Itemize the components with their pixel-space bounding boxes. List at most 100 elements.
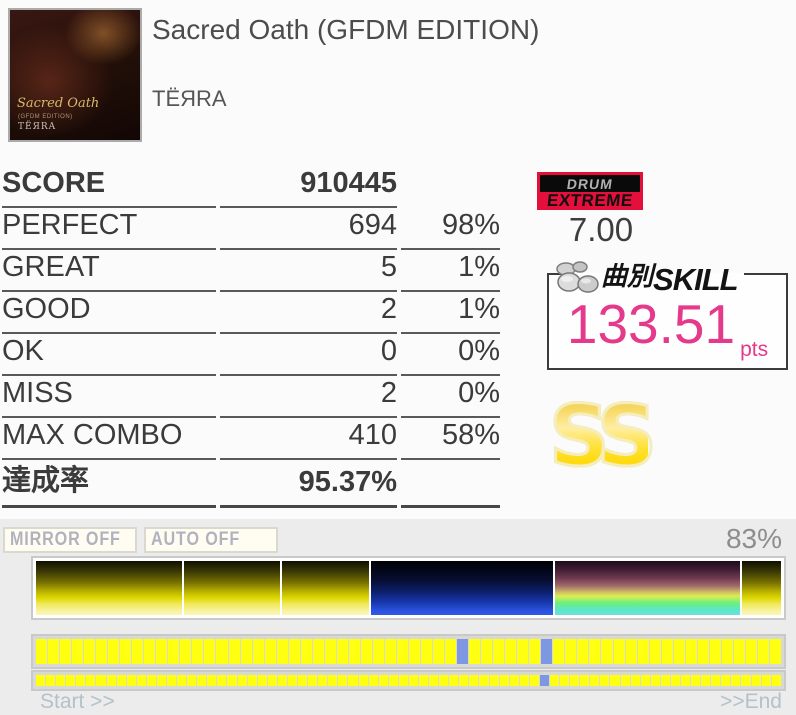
timeline-cell xyxy=(745,639,757,664)
timeline-cell xyxy=(144,639,156,664)
gauge-percent-label: 83% xyxy=(725,523,782,554)
timeline-cell xyxy=(429,675,439,686)
timeline-cell xyxy=(372,639,384,664)
timeline-cell xyxy=(156,675,167,686)
album-art-title: Sacred Oath xyxy=(17,96,100,111)
timeline-cell xyxy=(116,675,126,686)
timeline-cell xyxy=(86,675,96,686)
result-label: GOOD xyxy=(2,292,216,334)
timeline-cell xyxy=(691,675,701,686)
timeline-note-highlight xyxy=(539,675,549,686)
timeline-cell xyxy=(36,675,46,686)
timeline-cell xyxy=(358,675,368,686)
result-value: 5 xyxy=(220,250,397,292)
mirror-toggle[interactable]: MIRROR OFF xyxy=(3,527,137,553)
result-value: 410 xyxy=(220,418,397,460)
timeline-start-label: Start >> xyxy=(40,690,115,713)
timeline-cell xyxy=(237,675,247,686)
timeline-cell xyxy=(257,675,267,686)
result-value: 910445 xyxy=(220,166,397,208)
timeline-cell xyxy=(681,675,691,686)
timeline-cell xyxy=(701,675,711,686)
skill-label-jp: 曲別 xyxy=(601,261,654,291)
timeline-cell xyxy=(620,675,630,686)
timeline-cell xyxy=(60,639,72,664)
timeline-cell xyxy=(227,675,237,686)
result-percent: 0% xyxy=(401,376,500,418)
timeline-cell xyxy=(348,639,360,664)
timeline-cell xyxy=(287,675,298,686)
timeline-cell xyxy=(529,675,539,686)
timeline-cell xyxy=(192,639,204,664)
timeline-row-bottom xyxy=(31,670,786,691)
timeline-cell xyxy=(187,675,197,686)
result-value: 2 xyxy=(220,292,397,334)
timeline-cell xyxy=(228,639,240,664)
timeline-cell xyxy=(126,675,136,686)
difficulty-badge-top: DRUM xyxy=(540,175,640,192)
timeline-cell xyxy=(264,639,276,664)
timeline-cell xyxy=(288,639,300,664)
timeline-cell xyxy=(449,675,459,686)
timeline-cell xyxy=(146,675,156,686)
result-row: MISS 2 0% xyxy=(2,376,500,418)
album-art-artist: TËЯRA xyxy=(18,122,57,132)
timeline-cell xyxy=(300,639,312,664)
timeline-cell xyxy=(120,639,132,664)
timeline-cell xyxy=(697,639,709,664)
result-row: OK 0 0% xyxy=(2,334,500,376)
timeline-cell xyxy=(709,639,721,664)
timeline-cell xyxy=(499,675,509,686)
result-label: MAX COMBO xyxy=(2,418,216,460)
timeline-cell xyxy=(177,675,187,686)
result-percent: 1% xyxy=(401,250,500,292)
timeline-cell xyxy=(481,639,493,664)
timeline-cell xyxy=(601,639,613,664)
timeline-cell xyxy=(336,639,348,664)
timeline-cell xyxy=(649,639,661,664)
timeline-cell xyxy=(459,675,469,686)
timeline-cell xyxy=(398,675,408,686)
result-value: 0 xyxy=(220,334,397,376)
timeline-note-highlight xyxy=(541,639,553,664)
timeline-cell xyxy=(670,675,680,686)
timeline-cell xyxy=(360,639,372,664)
gauge-segment-rainbow xyxy=(555,561,740,615)
result-row: GOOD 2 1% xyxy=(2,292,500,334)
timeline-cell xyxy=(613,639,625,664)
timeline-cell xyxy=(421,639,433,664)
timeline-cell xyxy=(549,675,560,686)
timeline-cell xyxy=(136,675,146,686)
timeline-cell xyxy=(46,675,56,686)
difficulty-level: 7.00 xyxy=(568,211,634,248)
timeline-cell xyxy=(553,639,565,664)
auto-toggle[interactable]: AUTO OFF xyxy=(144,527,278,553)
timeline-cell xyxy=(560,675,570,686)
result-value: 694 xyxy=(220,208,397,250)
timeline-cell xyxy=(757,639,769,664)
gauge-segment-yellow xyxy=(36,561,182,615)
timeline-cell xyxy=(673,639,685,664)
timeline-cell xyxy=(106,675,116,686)
gauge-segment-yellow xyxy=(184,561,280,615)
song-artist: TËЯRA xyxy=(152,86,227,111)
skill-logo: 曲別 SKILL xyxy=(556,256,739,295)
timeline-cell xyxy=(469,675,479,686)
timeline-cell xyxy=(577,639,589,664)
timeline-cell xyxy=(197,675,207,686)
timeline-cell xyxy=(509,675,519,686)
timeline-cell xyxy=(493,639,505,664)
timeline-cell xyxy=(637,639,649,664)
timeline-cell xyxy=(247,675,257,686)
timeline-cell xyxy=(56,675,66,686)
timeline-cell xyxy=(276,639,288,664)
result-percent: 0% xyxy=(401,334,500,376)
timeline-cell xyxy=(685,639,697,664)
gauge-segment-yellow xyxy=(742,561,781,615)
result-row: MAX COMBO 410 58% xyxy=(2,418,500,460)
timeline-cell xyxy=(630,675,640,686)
timeline-cell xyxy=(388,675,398,686)
result-row: PERFECT 694 98% xyxy=(2,208,500,250)
result-row: GREAT 5 1% xyxy=(2,250,500,292)
